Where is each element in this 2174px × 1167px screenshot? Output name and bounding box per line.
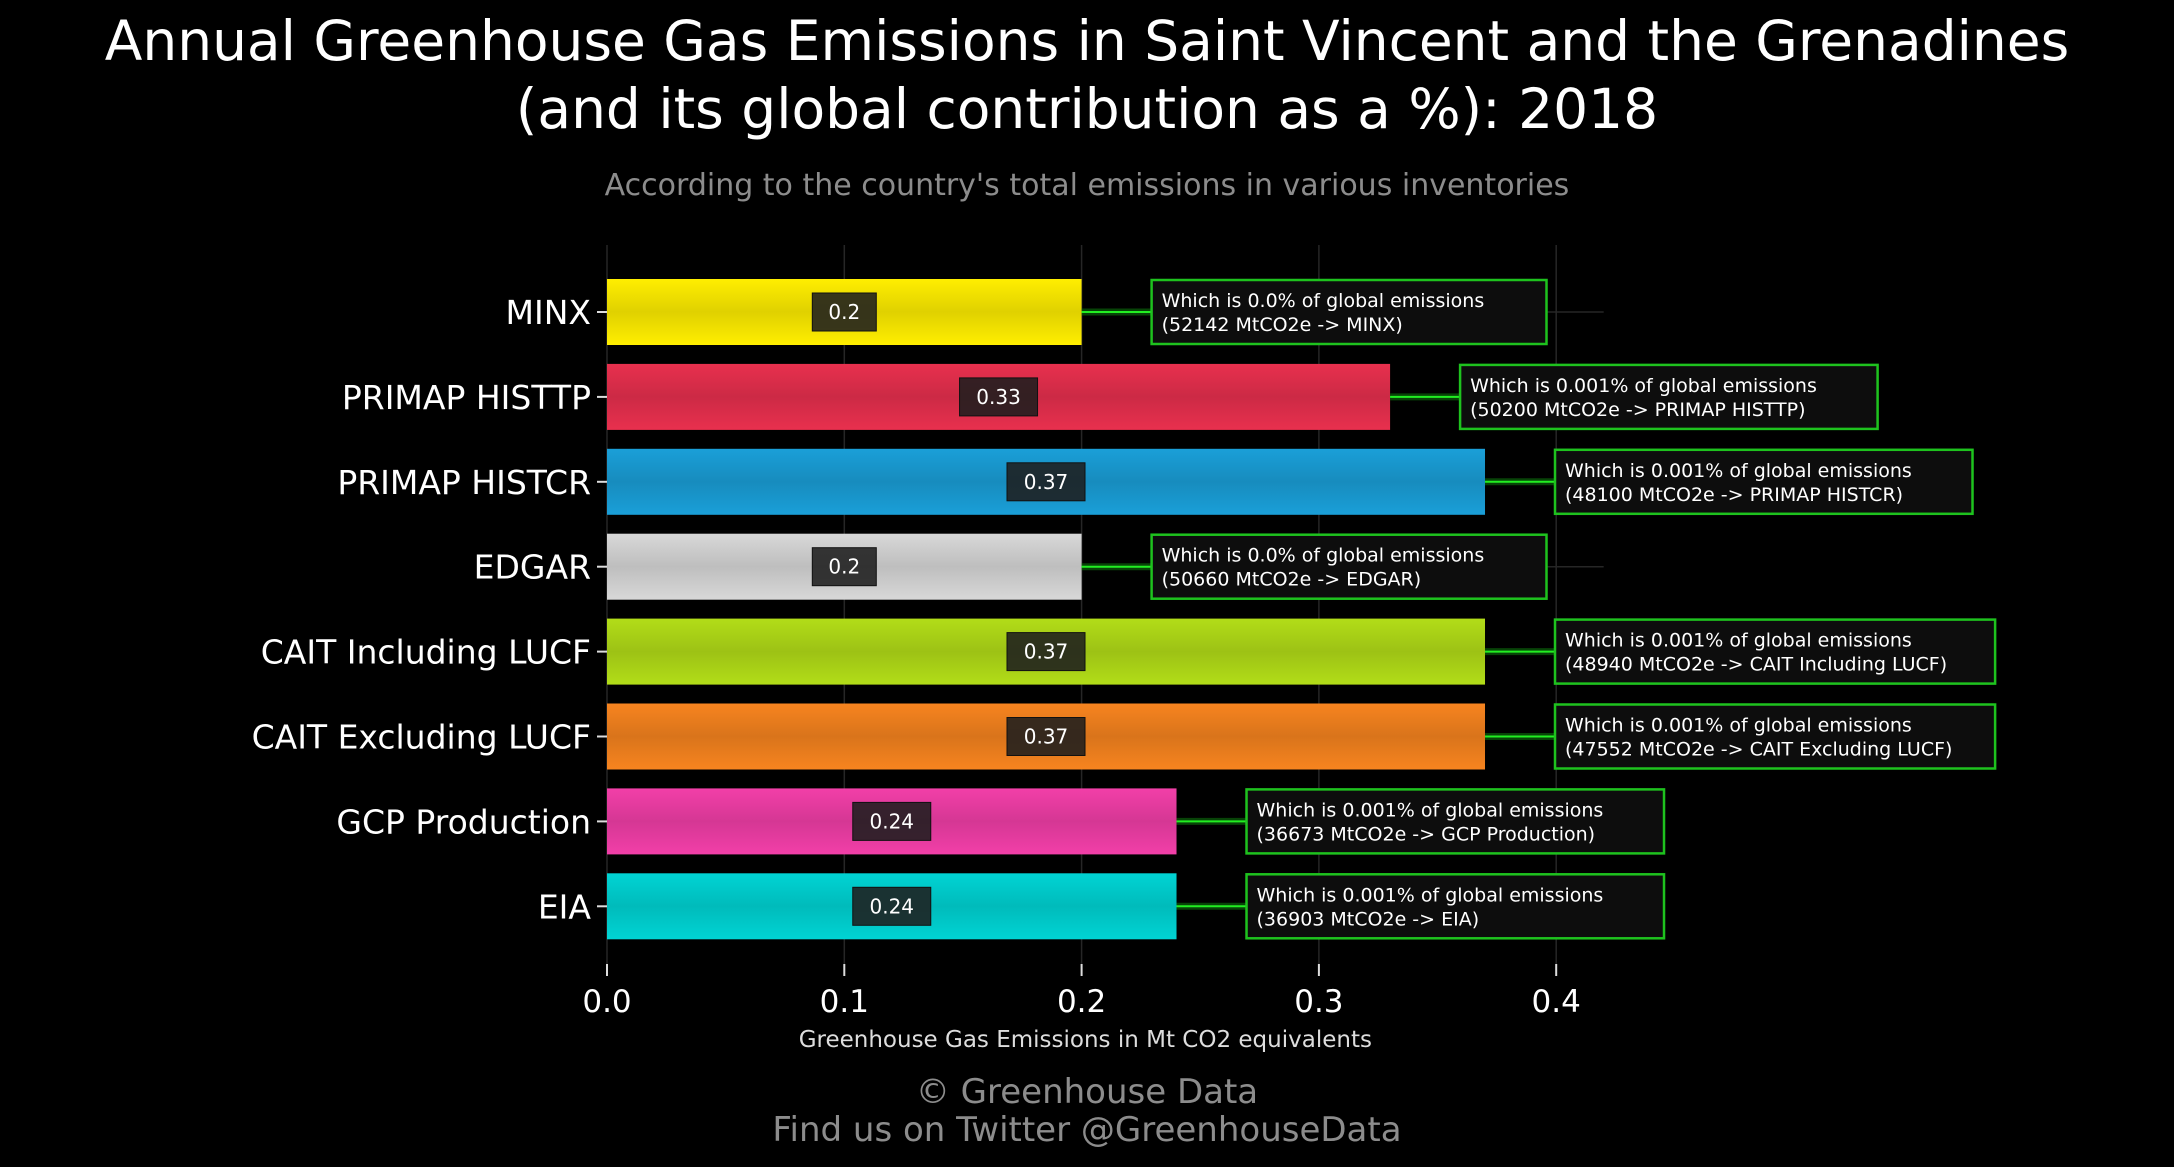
- annotation-line-1: Which is 0.001% of global emissions: [1257, 799, 1604, 821]
- chart-subtitle: According to the country's total emissio…: [604, 168, 1570, 203]
- category-label: MINX: [506, 293, 592, 332]
- annotation-line-2: (47552 MtCO2e -> CAIT Excluding LUCF): [1565, 739, 1952, 761]
- value-label-box: [959, 377, 1039, 417]
- category-label: CAIT Excluding LUCF: [252, 718, 591, 757]
- annotation-line-1: Which is 0.0% of global emissions: [1162, 290, 1485, 312]
- annotation-line-1: Which is 0.001% of global emissions: [1565, 715, 1912, 737]
- value-label: 0.37: [1024, 640, 1069, 664]
- annotation-line-2: (50660 MtCO2e -> EDGAR): [1162, 569, 1422, 591]
- category-label: EDGAR: [474, 548, 591, 587]
- annotation-box: [1553, 703, 1997, 770]
- annotation-box: [1553, 618, 1997, 685]
- annotation-box: [1553, 448, 1974, 516]
- value-label-box: [852, 801, 932, 841]
- category-label: CAIT Including LUCF: [261, 633, 591, 672]
- value-label-box: [1006, 462, 1086, 502]
- annotation-box: [1245, 873, 1666, 940]
- grid-layer: [606, 245, 1604, 968]
- chart-title-line-1: Annual Greenhouse Gas Emissions in Saint…: [104, 9, 2070, 73]
- x-tick-label: 0.0: [582, 984, 631, 1020]
- value-label-box: [811, 547, 877, 587]
- annotation-line-1: Which is 0.0% of global emissions: [1162, 545, 1485, 567]
- annotation-line-1: Which is 0.001% of global emissions: [1565, 460, 1912, 482]
- annotation-line-1: Which is 0.001% of global emissions: [1470, 375, 1817, 397]
- annotation-line-1: Which is 0.001% of global emissions: [1565, 630, 1912, 652]
- annotation-box: [1245, 788, 1666, 855]
- chart-title-line-2: (and its global contribution as a %): 20…: [515, 77, 1659, 141]
- footer-copyright: © Greenhouse Data: [915, 1072, 1259, 1112]
- x-tick-label: 0.3: [1294, 984, 1343, 1020]
- value-label: 0.37: [1024, 470, 1069, 494]
- category-label: EIA: [538, 887, 592, 926]
- annotation-line-2: (48100 MtCO2e -> PRIMAP HISTCR): [1565, 484, 1903, 506]
- axis-layer: MINX PRIMAP HISTTP PRIMAP HISTCR EDGAR CAIT …: [252, 293, 1581, 1053]
- value-label-box: [1006, 717, 1086, 756]
- annotation-line-2: (36903 MtCO2e -> EIA): [1257, 908, 1480, 930]
- footer-twitter: Find us on Twitter @GreenhouseData: [772, 1110, 1402, 1150]
- value-label: 0.2: [828, 300, 860, 324]
- value-label-box: [811, 292, 877, 332]
- annotation-box: [1150, 278, 1548, 346]
- value-label-box: [852, 886, 932, 926]
- annotation-layer: Which is 0.0% of global emissions(52142 …: [1081, 278, 1997, 940]
- x-tick-label: 0.1: [820, 984, 869, 1020]
- value-label: 0.33: [976, 385, 1021, 409]
- value-label: 0.24: [869, 809, 914, 833]
- x-axis-label: Greenhouse Gas Emissions in Mt CO2 equiv…: [799, 1027, 1372, 1053]
- value-label: 0.2: [828, 555, 860, 579]
- annotation-box: [1458, 363, 1879, 431]
- annotation-line-2: (36673 MtCO2e -> GCP Production): [1257, 823, 1596, 845]
- category-label: PRIMAP HISTTP: [342, 378, 591, 417]
- value-label-box: [1006, 632, 1086, 672]
- value-label: 0.37: [1024, 725, 1069, 749]
- category-label: PRIMAP HISTCR: [337, 463, 591, 502]
- annotation-line-2: (50200 MtCO2e -> PRIMAP HISTTP): [1470, 399, 1805, 421]
- bar-layer: 0.2 0.33 0.37 0.2 0.37 0.37 0.24 0.24: [607, 279, 1486, 940]
- category-label: GCP Production: [336, 802, 591, 841]
- x-tick-label: 0.4: [1532, 984, 1581, 1020]
- x-tick-label: 0.2: [1057, 984, 1106, 1020]
- annotation-line-2: (52142 MtCO2e -> MINX): [1162, 314, 1403, 336]
- annotation-box: [1150, 533, 1548, 600]
- annotation-line-1: Which is 0.001% of global emissions: [1257, 884, 1604, 906]
- value-label: 0.24: [869, 894, 914, 918]
- annotation-line-2: (48940 MtCO2e -> CAIT Including LUCF): [1565, 654, 1947, 676]
